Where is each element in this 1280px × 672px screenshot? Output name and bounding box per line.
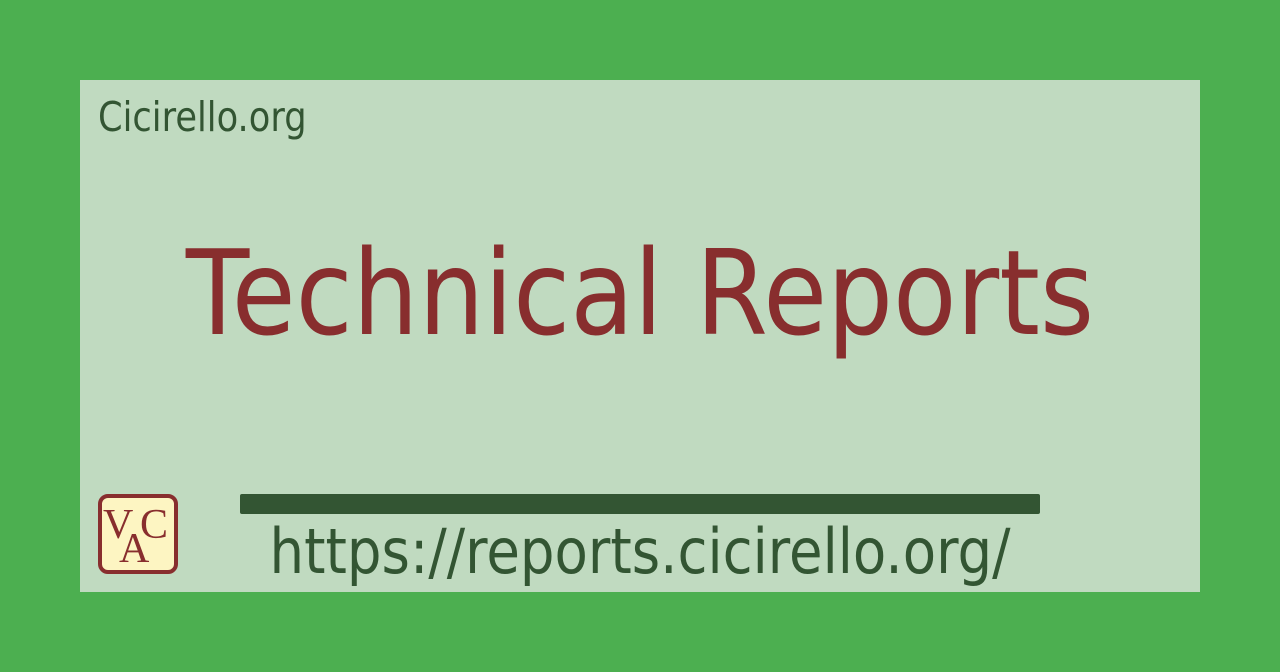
- divider-bar: [240, 494, 1040, 514]
- page-title: Technical Reports: [80, 223, 1200, 363]
- logo-letter-a: A: [119, 526, 150, 572]
- logo-letter-v: V: [103, 502, 133, 548]
- vac-logo-icon: V A C: [98, 494, 178, 574]
- logo-letter-c: C: [140, 502, 168, 548]
- page-title-text: Technical Reports: [185, 224, 1095, 362]
- banner-card: Cicirello.org Technical Reports V A C ht…: [80, 80, 1200, 592]
- reports-url-text: https://reports.cicirello.org/: [269, 515, 1011, 588]
- reports-url: https://reports.cicirello.org/: [80, 514, 1200, 590]
- site-name: Cicirello.org: [98, 93, 307, 141]
